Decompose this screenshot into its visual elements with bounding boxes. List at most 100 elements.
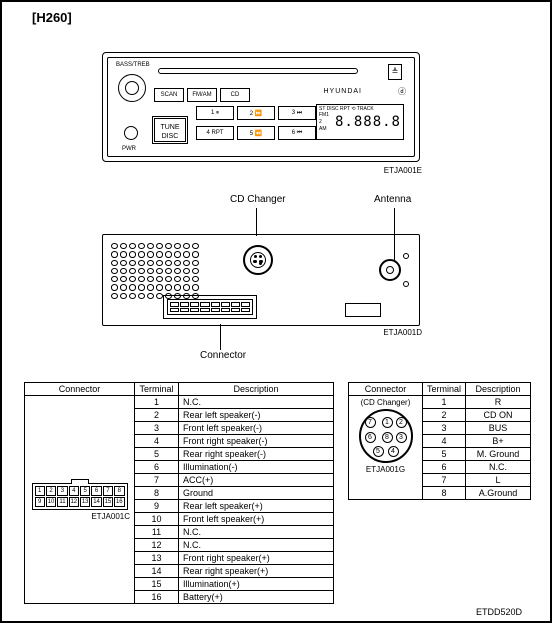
bass-label: BASS/TREB bbox=[116, 62, 150, 68]
pin-label: 13 bbox=[80, 497, 90, 507]
pin-label: 11 bbox=[57, 497, 67, 507]
terminal-cell: 2 bbox=[423, 409, 466, 422]
connector-diagram-cell: (CD Changer) 7 1 2 6 8 3 5 4 ETJA001G bbox=[349, 396, 423, 500]
cd-button: CD bbox=[220, 88, 250, 102]
pin-label: 2 bbox=[396, 417, 407, 428]
lcd-display: ST DISC RPT ⟲ TRACK FM1 2 AM 8.888.8 bbox=[316, 104, 404, 140]
connector-diagram-cell: 12345678910111213141516 ETJA001C bbox=[25, 396, 135, 604]
col-terminal: Terminal bbox=[135, 383, 179, 396]
display-am: AM bbox=[319, 126, 332, 133]
tune-disc-button: TUNE DISC bbox=[152, 116, 188, 144]
main-connector-icon bbox=[163, 295, 257, 319]
pin-label: 12 bbox=[69, 497, 79, 507]
terminal-cell: 3 bbox=[135, 422, 179, 435]
pin-label: 4 bbox=[388, 446, 399, 457]
din-connector-icon: 7 1 2 6 8 3 5 4 bbox=[359, 409, 413, 463]
disc-label: DISC bbox=[162, 133, 179, 140]
terminal-cell: 3 bbox=[423, 422, 466, 435]
pin-label: 5 bbox=[80, 486, 90, 496]
desc-cell: Rear left speaker(+) bbox=[179, 500, 334, 513]
button-row-bot: 4 RPT 5 ⏪ 6 ⏮ bbox=[196, 126, 316, 140]
scan-button: SCAN bbox=[154, 88, 184, 102]
pin-label: 9 bbox=[35, 497, 45, 507]
terminal-cell: 8 bbox=[135, 487, 179, 500]
pin-label: 16 bbox=[114, 497, 124, 507]
pin-label: 1 bbox=[382, 417, 393, 428]
terminal-cell: 6 bbox=[423, 461, 466, 474]
terminal-cell: 13 bbox=[135, 552, 179, 565]
pin-label: 15 bbox=[103, 497, 113, 507]
desc-cell: A.Ground bbox=[466, 487, 531, 500]
tune-label: TUNE bbox=[160, 124, 179, 131]
radio-front-panel: BASS/TREB PWR ≜ ⓓ HYUNDAI TUNE DISC SCAN… bbox=[102, 52, 420, 162]
pin-label: 2 bbox=[46, 486, 56, 496]
desc-cell: Illumination(-) bbox=[179, 461, 334, 474]
model-label: [H260] bbox=[32, 10, 72, 25]
terminal-cell: 6 bbox=[135, 461, 179, 474]
cd-changer-sublabel: (CD Changer) bbox=[351, 398, 420, 407]
cd-changer-label: CD Changer bbox=[230, 194, 286, 205]
pin-label: 10 bbox=[46, 497, 56, 507]
preset-5-button: 5 ⏪ bbox=[237, 126, 275, 140]
terminal-cell: 1 bbox=[135, 396, 179, 409]
pin-label: 3 bbox=[396, 432, 407, 443]
connector-code: ETJA001C bbox=[29, 512, 130, 521]
image-code-rear: ETJA001D bbox=[383, 328, 422, 337]
terminal-cell: 1 bbox=[423, 396, 466, 409]
radio-inner: BASS/TREB PWR ≜ ⓓ HYUNDAI TUNE DISC SCAN… bbox=[107, 57, 415, 157]
pin-label: 4 bbox=[69, 486, 79, 496]
terminal-cell: 7 bbox=[423, 474, 466, 487]
display-fm: FM1 2 bbox=[319, 112, 332, 126]
display-segments: 8.888.8 bbox=[335, 114, 401, 133]
terminal-cell: 12 bbox=[135, 539, 179, 552]
screw-icon bbox=[403, 253, 409, 259]
preset-3-button: 3 ⏭ bbox=[278, 106, 316, 120]
terminal-cell: 9 bbox=[135, 500, 179, 513]
eject-button-icon: ≜ bbox=[388, 64, 402, 80]
terminal-cell: 5 bbox=[135, 448, 179, 461]
terminal-cell: 4 bbox=[423, 435, 466, 448]
din-connector-icon bbox=[243, 245, 273, 275]
terminal-cell: 10 bbox=[135, 513, 179, 526]
desc-cell: Front left speaker(+) bbox=[179, 513, 334, 526]
terminal-cell: 15 bbox=[135, 578, 179, 591]
pin-label: 5 bbox=[373, 446, 384, 457]
preset-6-button: 6 ⏮ bbox=[278, 126, 316, 140]
bass-knob-icon bbox=[118, 74, 146, 102]
desc-cell: B+ bbox=[466, 435, 531, 448]
desc-cell: N.C. bbox=[179, 539, 334, 552]
pin-label: 1 bbox=[35, 486, 45, 496]
terminal-cell: 16 bbox=[135, 591, 179, 604]
brand-label: HYUNDAI bbox=[323, 88, 362, 95]
pinout-table-main: Connector Terminal Description 123456789… bbox=[24, 382, 334, 604]
button-row-top: SCAN FM/AM CD bbox=[154, 88, 250, 102]
desc-cell: BUS bbox=[466, 422, 531, 435]
desc-cell: L bbox=[466, 474, 531, 487]
antenna-jack-icon bbox=[379, 259, 401, 281]
desc-cell: N.C. bbox=[179, 526, 334, 539]
preset-4-button: 4 RPT bbox=[196, 126, 234, 140]
desc-cell: Rear right speaker(+) bbox=[179, 565, 334, 578]
desc-cell: Rear left speaker(-) bbox=[179, 409, 334, 422]
preset-1-button: 1 ⏸ bbox=[196, 106, 234, 120]
desc-cell: M. Ground bbox=[466, 448, 531, 461]
pin-label: 3 bbox=[57, 486, 67, 496]
col-description: Description bbox=[466, 383, 531, 396]
desc-cell: Illumination(+) bbox=[179, 578, 334, 591]
pin-label: 14 bbox=[91, 497, 101, 507]
desc-cell: Front left speaker(-) bbox=[179, 422, 334, 435]
col-description: Description bbox=[179, 383, 334, 396]
pin-label: 8 bbox=[114, 486, 124, 496]
terminal-cell: 2 bbox=[135, 409, 179, 422]
image-code-front: ETJA001E bbox=[384, 166, 422, 175]
slot-icon bbox=[345, 303, 381, 317]
col-terminal: Terminal bbox=[423, 383, 466, 396]
connector-code: ETJA001G bbox=[351, 465, 420, 474]
leader-line bbox=[220, 324, 221, 350]
leader-line bbox=[256, 208, 257, 236]
desc-cell: ACC(+) bbox=[179, 474, 334, 487]
terminal-cell: 5 bbox=[423, 448, 466, 461]
connector-label: Connector bbox=[200, 350, 246, 361]
terminal-cell: 14 bbox=[135, 565, 179, 578]
power-label: PWR bbox=[122, 146, 136, 152]
